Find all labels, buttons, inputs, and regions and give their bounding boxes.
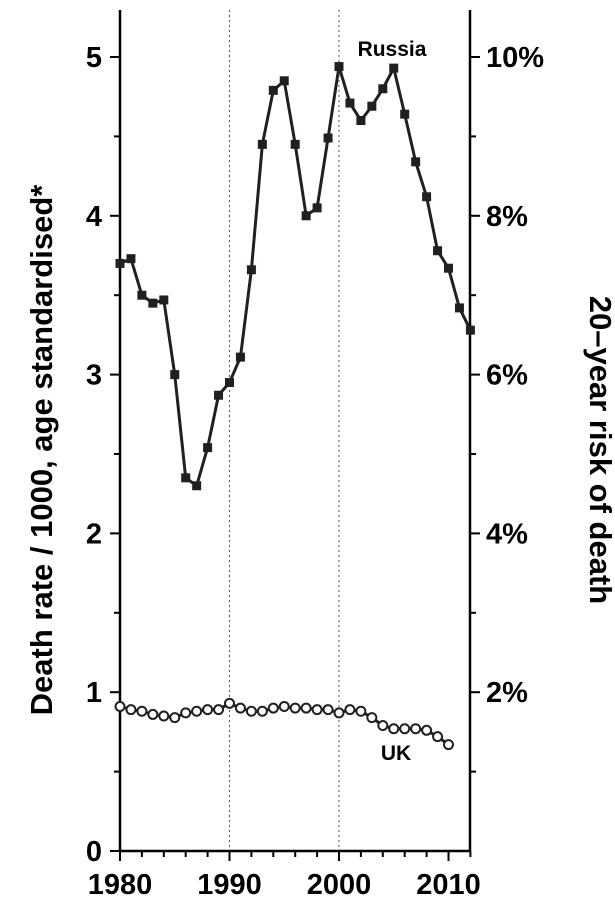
data-point-uk: [344, 704, 356, 716]
data-point-uk: [245, 705, 257, 717]
data-point-uk: [114, 700, 126, 712]
data-point-russia: [465, 325, 475, 335]
data-point-uk: [289, 702, 301, 714]
data-point-russia: [181, 473, 191, 483]
data-point-uk: [125, 704, 137, 716]
data-point-russia: [235, 352, 245, 362]
data-point-russia: [323, 133, 333, 143]
right-y-tick-label: 10%: [486, 42, 544, 74]
data-point-uk: [234, 702, 246, 714]
x-tick-label: 1980: [88, 869, 153, 901]
data-point-russia: [159, 295, 169, 305]
series-line-russia: [119, 65, 472, 488]
data-point-uk: [333, 707, 345, 719]
left-y-tick-label: 2: [86, 518, 102, 550]
data-point-uk: [432, 731, 444, 743]
x-tick-label: 2010: [416, 869, 481, 901]
data-point-russia: [170, 370, 180, 380]
data-point-uk: [180, 707, 192, 719]
left-y-tick-label: 3: [86, 360, 102, 392]
data-point-uk: [322, 704, 334, 716]
right-y-tick-label: 8%: [486, 201, 528, 233]
data-point-uk: [388, 723, 400, 735]
right-y-tick-label: 4%: [486, 518, 528, 550]
data-point-russia: [214, 390, 224, 400]
data-point-russia: [148, 298, 158, 308]
data-point-russia: [246, 265, 256, 275]
right-axis-label: 20–year risk of death: [583, 296, 615, 604]
data-point-russia: [115, 258, 125, 268]
data-point-uk: [421, 724, 433, 736]
data-point-russia: [301, 211, 311, 221]
data-point-russia: [389, 63, 399, 73]
data-point-russia: [454, 303, 464, 313]
data-point-uk: [410, 723, 422, 735]
data-point-russia: [345, 98, 355, 108]
left-axis-label: Death rate / 1000, age standardised*: [24, 184, 59, 716]
data-point-russia: [411, 157, 421, 167]
data-point-russia: [400, 109, 410, 119]
data-point-uk: [366, 712, 378, 724]
right-y-tick-label: 6%: [486, 360, 528, 392]
data-point-uk: [399, 723, 411, 735]
data-point-uk: [267, 702, 279, 714]
data-point-uk: [191, 705, 203, 717]
left-y-tick-label: 5: [86, 42, 102, 74]
data-point-russia: [257, 139, 267, 149]
data-point-uk: [158, 710, 170, 722]
data-point-uk: [256, 705, 268, 717]
data-point-uk: [311, 704, 323, 716]
data-point-uk: [377, 720, 389, 732]
data-point-uk: [169, 712, 181, 724]
right-y-tick-label: 2%: [486, 677, 528, 709]
data-point-russia: [422, 192, 432, 202]
data-point-russia: [334, 62, 344, 72]
data-point-uk: [355, 705, 367, 717]
data-point-russia: [444, 263, 453, 273]
data-point-russia: [433, 246, 443, 256]
left-y-tick-label: 4: [86, 201, 102, 233]
left-y-tick-label: 0: [86, 836, 102, 868]
data-point-uk: [136, 705, 148, 717]
data-point-uk: [147, 708, 159, 720]
series-label-uk: UK: [381, 742, 411, 765]
data-point-uk: [202, 704, 214, 716]
data-point-uk: [224, 697, 235, 709]
series-label-russia: Russia: [358, 38, 427, 61]
x-tick-label: 1990: [197, 869, 262, 901]
data-point-russia: [356, 116, 366, 126]
x-tick-label: 2000: [307, 869, 372, 901]
data-point-russia: [268, 85, 278, 95]
data-point-russia: [192, 481, 202, 491]
data-point-russia: [203, 443, 213, 453]
data-point-uk: [213, 704, 225, 716]
left-y-tick-label: 1: [86, 677, 102, 709]
data-point-uk: [443, 739, 454, 751]
data-point-uk: [278, 700, 290, 712]
data-point-uk: [300, 702, 312, 714]
data-point-russia: [367, 101, 377, 111]
data-point-russia: [279, 76, 289, 86]
data-point-russia: [225, 378, 234, 388]
data-point-russia: [290, 139, 300, 149]
data-point-russia: [378, 84, 388, 94]
data-point-russia: [312, 203, 322, 213]
data-point-russia: [126, 254, 136, 264]
data-point-russia: [137, 290, 147, 300]
